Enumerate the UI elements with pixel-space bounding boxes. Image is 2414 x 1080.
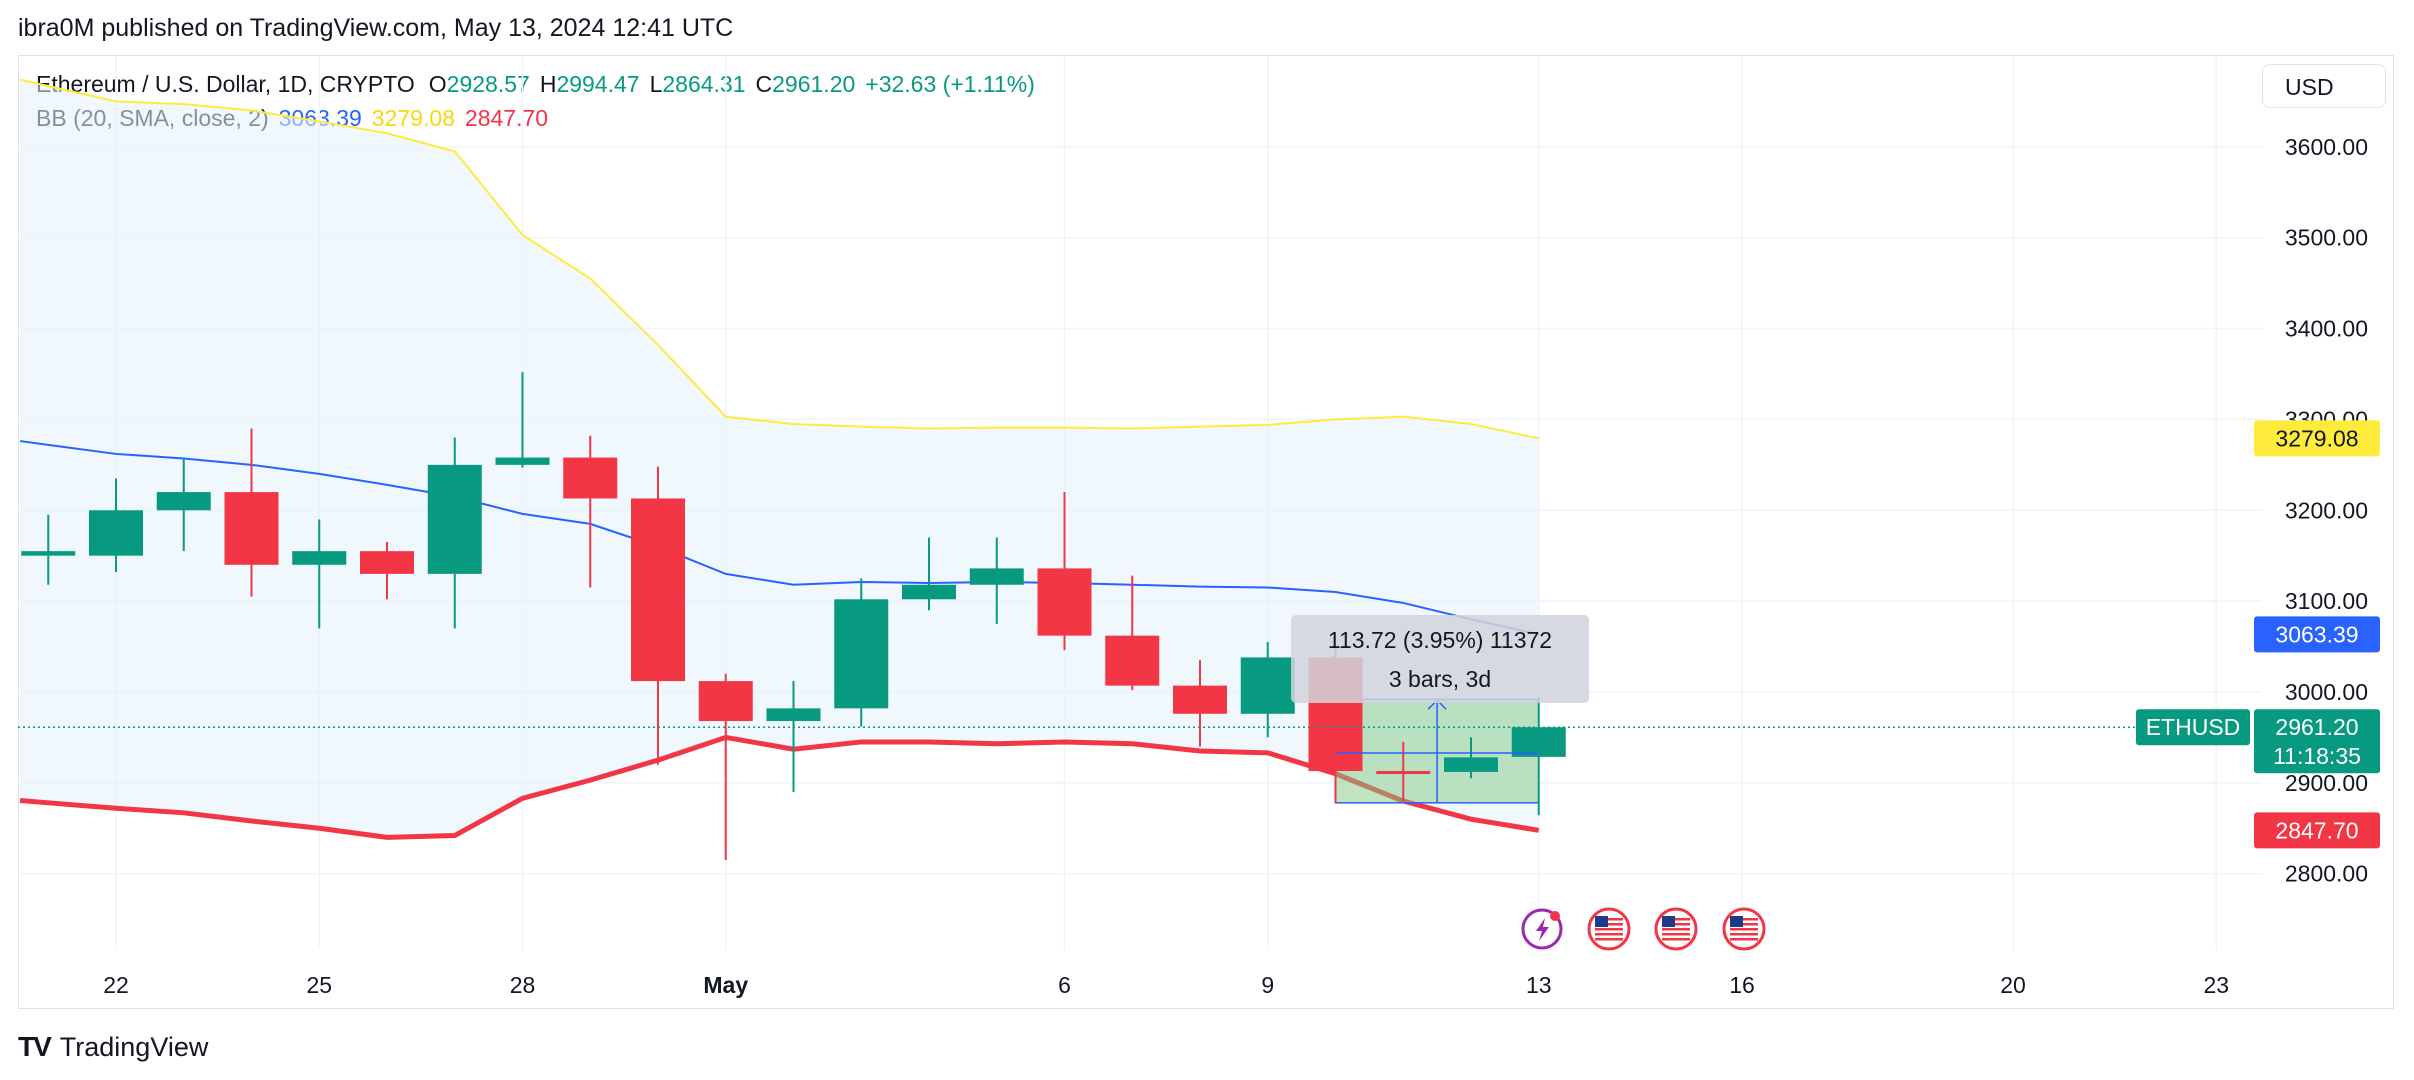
bb-legend: BB (20, SMA, close, 2) 3063.39 3279.08 2847…: [36, 105, 558, 132]
close-value: 2961.20: [772, 71, 856, 97]
low-value: 2864.31: [662, 71, 746, 97]
bb-basis-value: 3063.39: [278, 105, 362, 131]
change-value: +32.63 (+1.11%): [865, 71, 1035, 97]
chart-frame: [18, 55, 2394, 1009]
close-label: C: [755, 71, 773, 97]
high-value: 2994.47: [556, 71, 640, 97]
open-value: 2928.57: [446, 71, 530, 97]
low-label: L: [649, 71, 663, 97]
high-label: H: [539, 71, 557, 97]
currency-button[interactable]: USD: [2262, 64, 2386, 108]
footer: TV TradingView: [18, 1031, 208, 1063]
symbol-legend: Ethereum / U.S. Dollar, 1D, CRYPTO O2928.…: [36, 71, 1045, 98]
bb-lower-value: 2847.70: [464, 105, 549, 131]
bb-upper-value: 3279.08: [371, 105, 455, 131]
tradingview-logo-icon: TV: [18, 1031, 52, 1062]
bb-label[interactable]: BB (20, SMA, close, 2): [36, 105, 269, 131]
open-label: O: [428, 71, 447, 97]
symbol-name[interactable]: Ethereum / U.S. Dollar, 1D, CRYPTO: [36, 71, 415, 97]
footer-brand[interactable]: TradingView: [59, 1031, 209, 1062]
published-header: ibra0M published on TradingView.com, May…: [18, 14, 734, 42]
